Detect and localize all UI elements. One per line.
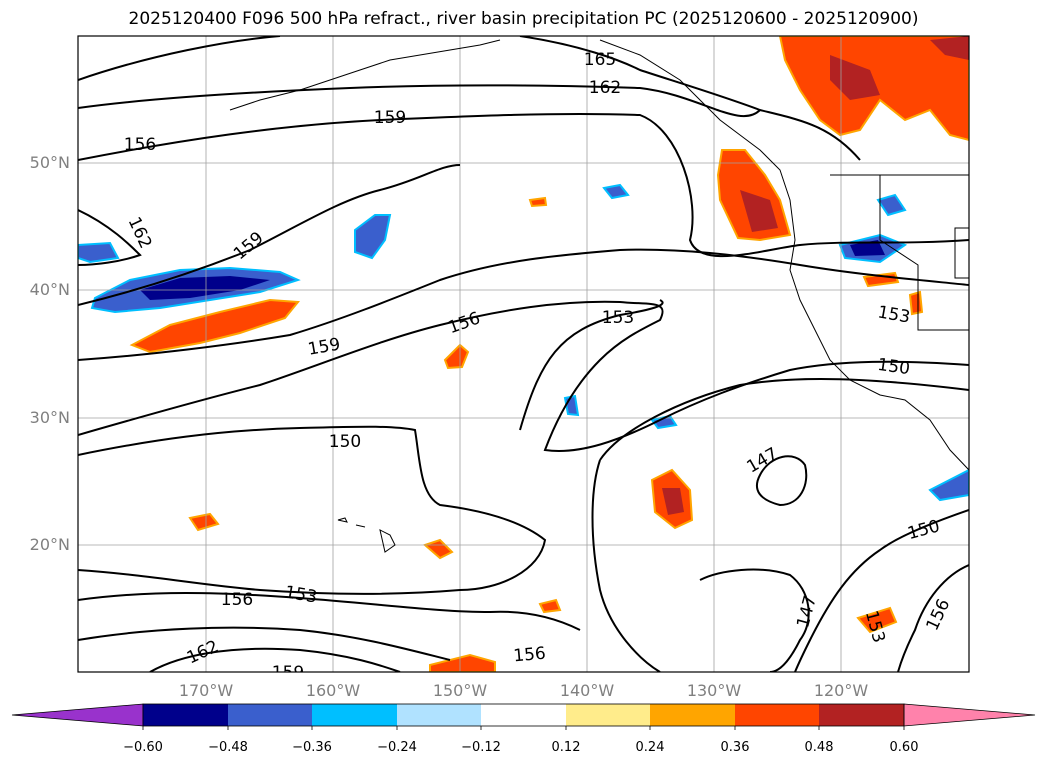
colorbar-tick-label: −0.36: [292, 740, 332, 755]
contour-label: 159: [272, 663, 304, 683]
precip-positive-core: [740, 190, 778, 232]
colorbar-tick-label: 0.36: [720, 740, 750, 755]
map-frame: [77, 35, 970, 673]
contour-label: 156: [124, 135, 156, 155]
contour-label: 162: [589, 78, 621, 98]
colorbar-tick-label: −0.12: [461, 740, 501, 755]
precip-positive-region: [538, 598, 562, 614]
map-area: 165 162 159 156 162 159 159 156 153 153 …: [78, 36, 969, 683]
lon-label: 170°W: [178, 681, 234, 700]
lon-label: 120°W: [813, 681, 869, 700]
precip-positive-band: [129, 298, 300, 354]
contour-label: 150: [329, 432, 361, 452]
contour-label: 159: [374, 108, 406, 128]
precip-negative-core: [140, 276, 270, 300]
lat-label: 20°N: [29, 535, 70, 554]
colorbar-bin: [143, 704, 228, 726]
precip-negative-region: [78, 241, 120, 264]
colorbar-bin: [735, 704, 819, 726]
colorbar-extend-min: [11, 703, 144, 727]
colorbar-tick-label: 0.60: [889, 740, 919, 755]
contour-label: 165: [584, 50, 616, 70]
precip-positive-region: [528, 196, 548, 208]
precip-positive-region: [443, 343, 470, 370]
precip-negative-region: [928, 468, 969, 502]
precip-positive-core: [662, 488, 684, 515]
colorbar-bin: [819, 704, 904, 726]
colorbar: [11, 703, 1036, 730]
lon-label: 130°W: [686, 681, 742, 700]
lon-label: 150°W: [432, 681, 488, 700]
refractivity-contours: [78, 36, 969, 672]
lat-label: 40°N: [29, 280, 70, 299]
colorbar-bin: [566, 704, 650, 726]
contour-label: 153: [602, 308, 634, 328]
precip-negative-core: [850, 240, 885, 256]
colorbar-bin: [397, 704, 481, 726]
figure-title: 2025120400 F096 500 hPa refract., river …: [128, 9, 919, 29]
colorbar-tick-label: 0.12: [551, 740, 581, 755]
colorbar-bin: [312, 704, 397, 726]
precip-positive-region: [429, 653, 496, 672]
precip-positive-region: [856, 606, 898, 634]
lon-label: 160°W: [305, 681, 361, 700]
precip-positive-region: [423, 538, 454, 560]
precip-negative-region: [602, 183, 630, 200]
precip-positive-core: [930, 36, 969, 60]
precip-negative-region: [354, 214, 392, 260]
contour-label: 156: [513, 644, 547, 667]
colorbar-extend-max: [903, 703, 1036, 727]
precip-negative-region: [876, 193, 907, 217]
precip-positive-region: [908, 290, 924, 316]
colorbar-bin: [650, 704, 735, 726]
colorbar-tick-label: −0.24: [377, 740, 417, 755]
colorbar-tick-label: −0.60: [123, 740, 163, 755]
contour-label: 156: [221, 590, 253, 610]
coastlines: [229, 39, 969, 553]
lon-label: 140°W: [559, 681, 615, 700]
precip-positive-region: [188, 512, 220, 532]
colorbar-tick-label: 0.48: [804, 740, 834, 755]
colorbar-bin: [481, 704, 566, 726]
precip-negative-region: [563, 394, 580, 417]
contour-label: 150: [876, 355, 911, 379]
colorbar-bin: [228, 704, 312, 726]
precip-positive-core: [830, 55, 880, 100]
colorbar-tick-label: −0.48: [208, 740, 248, 755]
colorbar-tick-label: 0.24: [635, 740, 665, 755]
lat-label: 50°N: [29, 153, 70, 172]
colorbar-outline: [142, 703, 905, 727]
graticule: [78, 36, 969, 672]
lat-label: 30°N: [29, 408, 70, 427]
map-background: [78, 36, 969, 672]
precip-shading: [78, 36, 969, 672]
